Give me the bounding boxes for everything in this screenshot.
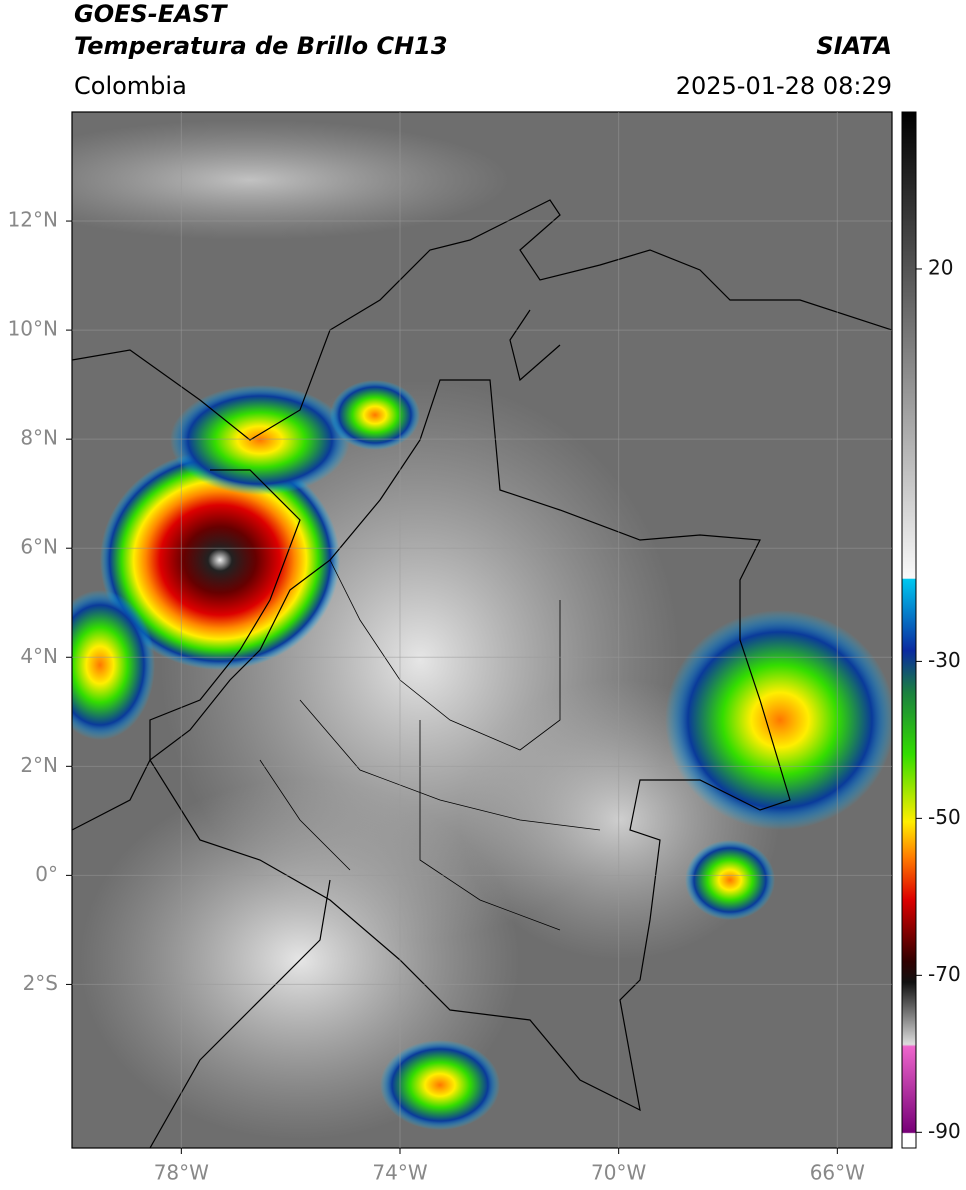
x-tick-label: 70°W: [591, 1161, 646, 1185]
source: SIATA: [816, 32, 892, 60]
x-tick-label: 66°W: [810, 1161, 865, 1185]
y-tick-label: 6°N: [20, 535, 58, 559]
timestamp: 2025-01-28 08:29: [676, 72, 892, 100]
title: GOES-EAST: [74, 0, 228, 28]
y-tick-label: 10°N: [8, 317, 58, 341]
colorbar: [901, 111, 917, 1149]
colorbar-tick-label: 20: [928, 255, 953, 279]
region: Colombia: [74, 72, 187, 100]
x-tick-label: 78°W: [154, 1161, 209, 1185]
colorbar-tick-label: -30: [928, 648, 961, 672]
colorbar-tick-label: -70: [928, 962, 961, 986]
y-tick-label: 2°S: [23, 971, 58, 995]
y-tick-label: 2°N: [20, 753, 58, 777]
satellite-image: [72, 112, 892, 1148]
colorbar-tick-label: -90: [928, 1119, 961, 1143]
y-tick-label: 4°N: [20, 644, 58, 668]
subtitle: Temperatura de Brillo CH13: [74, 32, 448, 60]
x-tick-label: 74°W: [372, 1161, 427, 1185]
y-tick-label: 0°: [35, 862, 58, 886]
y-tick-label: 8°N: [20, 426, 58, 450]
colorbar-tick-label: -50: [928, 805, 961, 829]
y-tick-label: 12°N: [8, 208, 58, 232]
plot-frame: [71, 111, 893, 1149]
